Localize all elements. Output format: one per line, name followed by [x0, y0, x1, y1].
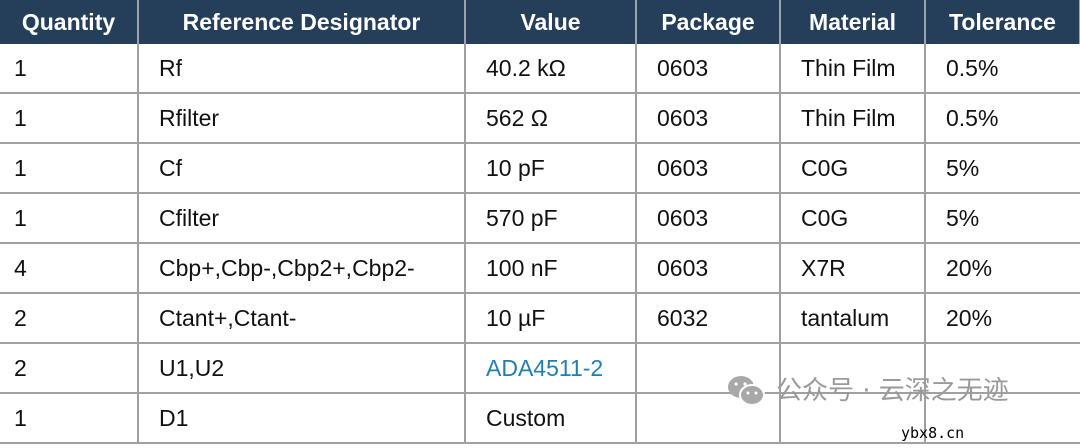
table-cell: 1 [0, 392, 139, 444]
header-row: Quantity Reference Designator Value Package… [0, 0, 1080, 44]
table-cell: Cbp+,Cbp-,Cbp2+,Cbp2- [137, 242, 466, 294]
table-cell: 0603 [635, 192, 781, 244]
table-cell: 6032 [635, 292, 781, 344]
table-row: 1 D1 Custom [0, 392, 1080, 444]
table-cell: 1 [0, 192, 139, 244]
table-row: 1 Cfilter 570 pF 0603 C0G 5% [0, 192, 1080, 244]
table-cell: 1 [0, 44, 139, 94]
table-cell: 1 [0, 92, 139, 144]
table-cell: 4 [0, 242, 139, 294]
table-cell: 100 nF [464, 242, 637, 294]
column-header: Value [464, 0, 637, 44]
table-cell: 0.5% [924, 92, 1080, 144]
table-cell [924, 392, 1080, 444]
table-cell: 40.2 kΩ [464, 44, 637, 94]
table-cell: Thin Film [779, 44, 926, 94]
table-cell: 20% [924, 292, 1080, 344]
table-cell: Rf [137, 44, 466, 94]
table-cell: 0603 [635, 242, 781, 294]
part-link[interactable]: ADA4511-2 [486, 354, 604, 381]
table-cell: 0603 [635, 44, 781, 94]
column-header: Package [635, 0, 781, 44]
table-cell: C0G [779, 192, 926, 244]
table-row: 4 Cbp+,Cbp-,Cbp2+,Cbp2- 100 nF 0603 X7R 20% [0, 242, 1080, 294]
table-cell: 5% [924, 192, 1080, 244]
table-row: 1 Cf 10 pF 0603 C0G 5% [0, 142, 1080, 194]
table-cell [779, 392, 926, 444]
table-cell [779, 342, 926, 394]
table-cell [924, 342, 1080, 394]
table-cell: 10 pF [464, 142, 637, 194]
table-row: 1 Rfilter 562 Ω 0603 Thin Film 0.5% [0, 92, 1080, 144]
table-cell: 562 Ω [464, 92, 637, 144]
watermark-site: ybx8.cn [901, 424, 965, 442]
table-cell: 0.5% [924, 44, 1080, 94]
table-row: 1 Rf 40.2 kΩ 0603 Thin Film 0.5% [0, 44, 1080, 94]
table-cell: Cf [137, 142, 466, 194]
table-cell: 0603 [635, 142, 781, 194]
column-header: Reference Designator [137, 0, 466, 44]
table-cell: Custom [464, 392, 637, 444]
table-cell: X7R [779, 242, 926, 294]
table-cell: tantalum [779, 292, 926, 344]
table-cell: C0G [779, 142, 926, 194]
table-cell: 1 [0, 142, 139, 194]
table-cell: D1 [137, 392, 466, 444]
table-cell: Cfilter [137, 192, 466, 244]
table-cell: Ctant+,Ctant- [137, 292, 466, 344]
table-cell: 5% [924, 142, 1080, 194]
table-cell: 2 [0, 342, 139, 394]
table-cell: 2 [0, 292, 139, 344]
column-header: Material [779, 0, 926, 44]
watermark-text: 公众号 · 云深之无迹 [776, 376, 1009, 406]
column-header: Quantity [0, 0, 139, 44]
table-cell: 0603 [635, 92, 781, 144]
table-cell: Rfilter [137, 92, 466, 144]
table-cell: 10 µF [464, 292, 637, 344]
table-cell: ADA4511-2 [464, 342, 637, 394]
table-cell: 20% [924, 242, 1080, 294]
watermark: 公众号 · 云深之无迹 [726, 374, 1009, 408]
table-row: 2 Ctant+,Ctant- 10 µF 6032 tantalum 20% [0, 292, 1080, 344]
table-cell: Thin Film [779, 92, 926, 144]
wechat-icon [728, 376, 765, 406]
table-cell: 570 pF [464, 192, 637, 244]
table-cell: U1,U2 [137, 342, 466, 394]
column-header: Tolerance [924, 0, 1080, 44]
table-row: 2 U1,U2 ADA4511-2 [0, 342, 1080, 394]
